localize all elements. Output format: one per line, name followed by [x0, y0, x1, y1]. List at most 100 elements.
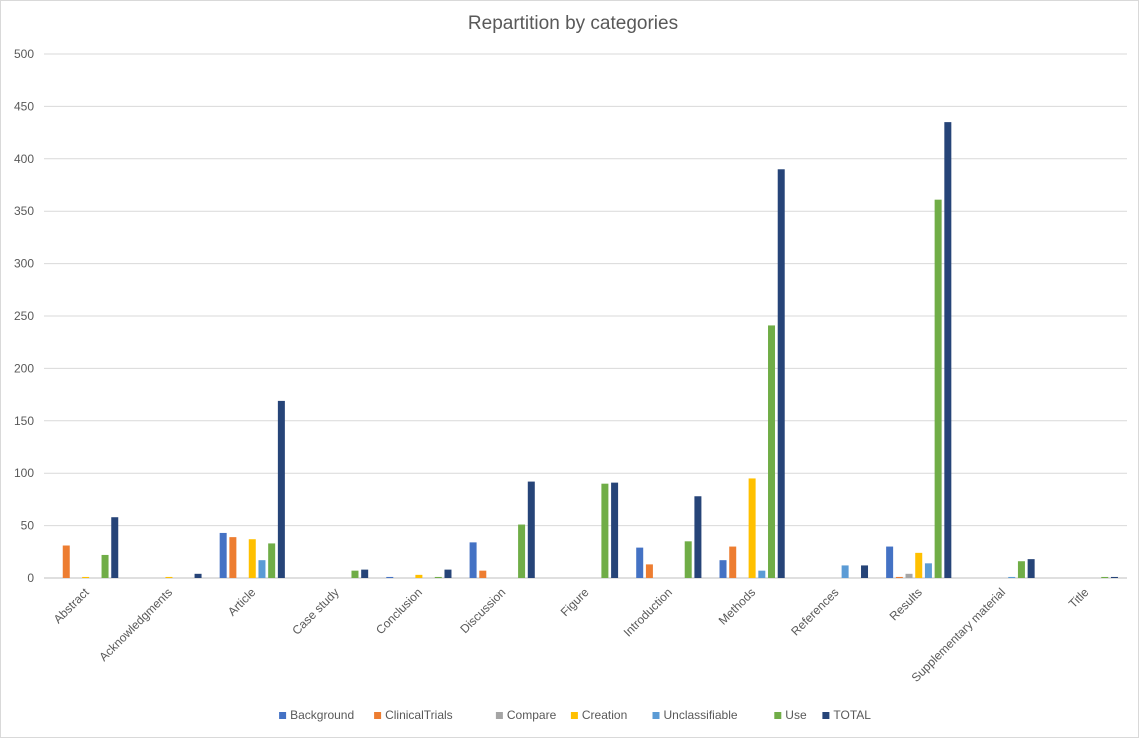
bar-clinicaltrials-discussion — [479, 570, 487, 578]
legend-item-compare: Compare — [495, 708, 557, 722]
bar-background-methods — [719, 560, 727, 578]
bar-total-figure — [611, 482, 619, 578]
y-tick-label: 0 — [27, 571, 34, 585]
legend-label: Creation — [582, 708, 627, 722]
bar-background-article — [219, 532, 227, 578]
y-tick-label: 150 — [14, 414, 34, 428]
x-tick-label: Title — [1066, 585, 1092, 611]
y-tick-label: 300 — [14, 257, 34, 271]
bar-total-introduction — [694, 496, 702, 578]
bar-use-figure — [601, 483, 609, 578]
bar-total-conclusion — [444, 569, 452, 578]
legend-label: TOTAL — [833, 708, 871, 722]
bar-clinicaltrials-abstract — [62, 545, 70, 578]
bar-unclassifiable-results — [924, 563, 932, 578]
bar-creation-abstract — [82, 576, 90, 578]
legend-label: Use — [785, 708, 807, 722]
bar-total-abstract — [111, 517, 119, 578]
y-tick-label: 200 — [14, 361, 34, 375]
legend-item-clinicaltrials: ClinicalTrials — [374, 708, 453, 722]
x-tick-label: Abstract — [51, 585, 92, 626]
legend-swatch — [495, 712, 503, 719]
legend-label: ClinicalTrials — [385, 708, 453, 722]
y-tick-label: 100 — [14, 466, 34, 480]
bar-use-supplementary-material — [1017, 561, 1025, 578]
x-tick-label: Case study — [289, 585, 341, 637]
bar-total-acknowledgments — [194, 573, 202, 578]
bar-use-article — [268, 543, 276, 578]
bars — [62, 122, 1118, 579]
bar-compare-results — [905, 573, 913, 578]
y-axis-ticks: 0 50 100 150 200 250 300 350 400 450 500 — [14, 47, 34, 585]
legend-swatch — [774, 712, 782, 719]
bar-unclassifiable-methods — [758, 570, 766, 578]
bar-unclassifiable-supplementary-material — [1008, 576, 1016, 578]
bar-unclassifiable-article — [258, 560, 266, 578]
bar-total-supplementary-material — [1027, 559, 1035, 578]
bar-total-title — [1110, 576, 1118, 578]
bar-use-abstract — [101, 554, 109, 578]
bar-total-references — [861, 565, 869, 578]
legend-swatch — [279, 712, 287, 719]
bar-creation-conclusion — [415, 574, 423, 578]
bar-unclassifiable-references — [841, 565, 849, 578]
x-tick-label: Results — [887, 585, 925, 623]
x-tick-label: Acknowledgments — [96, 585, 175, 664]
bar-background-introduction — [636, 547, 644, 578]
bar-use-introduction — [684, 541, 692, 578]
x-tick-label: Introduction — [621, 585, 675, 639]
bar-creation-acknowledgments — [165, 576, 173, 578]
bar-use-case-study — [351, 570, 359, 578]
chart-title: Repartition by categories — [468, 13, 678, 34]
legend-item-use: Use — [774, 708, 807, 722]
bar-total-results — [944, 122, 952, 579]
legend-item-creation: Creation — [570, 708, 627, 722]
legend-swatch — [570, 712, 578, 719]
legend-label: Compare — [507, 708, 557, 722]
legend-swatch — [652, 712, 660, 719]
bar-use-results — [934, 199, 942, 579]
x-axis-ticks: Abstract Acknowledgments Article Case study… — [51, 585, 1092, 685]
legend-swatch — [374, 712, 382, 719]
legend: Background ClinicalTrials Compare Creation U… — [279, 708, 871, 722]
bar-clinicaltrials-methods — [729, 546, 737, 578]
legend-item-unclassifiable: Unclassifiable — [652, 708, 738, 722]
x-tick-label: Conclusion — [373, 585, 425, 637]
bar-total-methods — [777, 169, 785, 578]
bar-use-methods — [768, 325, 776, 578]
x-tick-label: Article — [225, 585, 259, 619]
y-tick-label: 500 — [14, 47, 34, 61]
y-tick-label: 50 — [21, 519, 35, 533]
bar-background-discussion — [469, 542, 477, 578]
legend-label: Background — [290, 708, 354, 722]
bar-creation-methods — [748, 478, 756, 578]
bar-clinicaltrials-results — [895, 576, 903, 578]
bar-use-discussion — [518, 524, 526, 578]
bar-clinicaltrials-article — [229, 537, 237, 578]
x-tick-label: Methods — [716, 585, 758, 627]
gridlines — [44, 53, 1127, 579]
bar-total-article — [277, 400, 285, 578]
legend-item-background: Background — [279, 708, 354, 722]
bar-background-conclusion — [386, 576, 394, 578]
bar-clinicaltrials-introduction — [645, 564, 653, 578]
x-tick-label: Supplementary material — [909, 585, 1009, 685]
bar-creation-results — [915, 552, 923, 578]
legend-label: Unclassifiable — [664, 708, 738, 722]
x-tick-label: References — [788, 585, 841, 638]
y-tick-label: 250 — [14, 309, 34, 323]
bar-use-conclusion — [434, 576, 442, 578]
legend-item-total: TOTAL — [822, 708, 871, 722]
legend-swatch — [822, 712, 830, 719]
bar-total-case-study — [361, 569, 369, 578]
bar-use-title — [1101, 576, 1109, 578]
y-tick-label: 450 — [14, 99, 34, 113]
y-tick-label: 400 — [14, 152, 34, 166]
bar-creation-article — [248, 539, 256, 578]
y-tick-label: 350 — [14, 204, 34, 218]
x-tick-label: Figure — [558, 585, 592, 619]
x-tick-label: Discussion — [457, 585, 508, 636]
bar-background-results — [886, 546, 894, 578]
